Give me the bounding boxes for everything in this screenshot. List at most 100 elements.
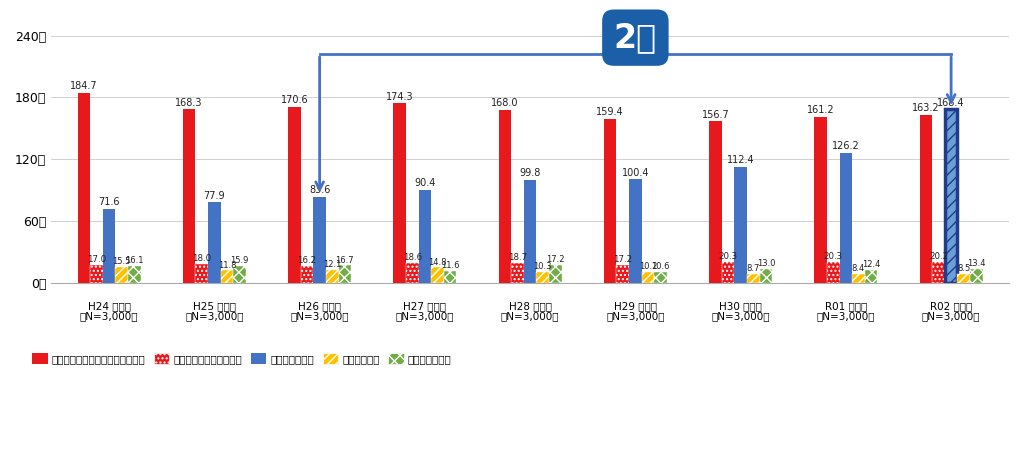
Bar [326, 270, 339, 282]
Bar [970, 269, 983, 282]
Bar [128, 266, 140, 282]
Text: 184.7: 184.7 [70, 81, 97, 91]
Text: 163.2: 163.2 [912, 103, 940, 113]
Bar [537, 272, 549, 282]
Bar [709, 122, 722, 282]
Text: 10.2: 10.2 [639, 263, 657, 272]
Bar [511, 263, 524, 282]
Bar [932, 262, 945, 282]
Text: 20.3: 20.3 [823, 252, 843, 261]
Bar [616, 265, 629, 282]
Text: 16.1: 16.1 [125, 256, 143, 265]
Bar [116, 267, 128, 282]
Text: 10.6: 10.6 [651, 262, 670, 271]
Text: 174.3: 174.3 [386, 92, 414, 102]
Text: 12.4: 12.4 [862, 260, 881, 269]
Bar [760, 269, 772, 282]
Bar [746, 274, 760, 282]
Bar [431, 267, 443, 282]
Bar [524, 180, 537, 282]
Text: 83.6: 83.6 [309, 185, 331, 195]
Text: 71.6: 71.6 [98, 197, 120, 207]
Bar [865, 270, 878, 282]
Text: 15.9: 15.9 [230, 256, 249, 265]
Text: 20.2: 20.2 [929, 252, 948, 261]
Text: 100.4: 100.4 [622, 168, 649, 178]
Bar [288, 107, 301, 282]
Text: 161.2: 161.2 [807, 105, 835, 115]
Text: 18.7: 18.7 [508, 254, 527, 263]
Text: 11.8: 11.8 [218, 261, 237, 270]
Legend: テレビ（リアルタイム）視聴時間, テレビ（録画）視聴時間, ネット利用時間, 新聞閲読時間, ラジオ聴取時間: テレビ（リアルタイム）視聴時間, テレビ（録画）視聴時間, ネット利用時間, 新… [28, 349, 456, 368]
Text: 8.5: 8.5 [957, 264, 971, 273]
Bar [233, 266, 246, 282]
Text: 168.4: 168.4 [937, 98, 965, 108]
Text: 170.6: 170.6 [281, 96, 308, 105]
Text: （N=3,000）: （N=3,000） [712, 311, 770, 322]
Bar [957, 274, 970, 282]
Text: 156.7: 156.7 [701, 110, 729, 120]
Text: 10.3: 10.3 [534, 262, 552, 271]
Text: （N=3,000）: （N=3,000） [816, 311, 876, 322]
Text: H26 全年代: H26 全年代 [298, 301, 341, 311]
Bar [734, 167, 746, 282]
Bar [90, 265, 102, 282]
Bar [920, 114, 932, 282]
Text: 20.3: 20.3 [719, 252, 737, 261]
Bar [722, 262, 734, 282]
Text: 8.7: 8.7 [746, 264, 760, 273]
Text: H28 全年代: H28 全年代 [509, 301, 552, 311]
Bar [642, 272, 654, 282]
Bar [549, 265, 562, 282]
Bar [301, 266, 313, 282]
Text: 17.0: 17.0 [87, 255, 106, 264]
Text: （N=3,000）: （N=3,000） [80, 311, 138, 322]
Text: 11.6: 11.6 [441, 261, 460, 270]
Text: H30 全年代: H30 全年代 [719, 301, 762, 311]
Text: 18.0: 18.0 [193, 254, 211, 263]
Text: （N=3,000）: （N=3,000） [606, 311, 665, 322]
Text: 168.3: 168.3 [175, 98, 203, 108]
Text: 8.4: 8.4 [852, 264, 865, 273]
Text: 77.9: 77.9 [204, 191, 225, 201]
Text: 15.5: 15.5 [113, 257, 131, 266]
Text: 168.0: 168.0 [492, 98, 518, 108]
Text: 13.0: 13.0 [757, 259, 775, 268]
Text: （N=3,000）: （N=3,000） [185, 311, 244, 322]
Text: （N=3,000）: （N=3,000） [395, 311, 454, 322]
Text: 112.4: 112.4 [727, 155, 755, 166]
Text: 16.7: 16.7 [336, 255, 354, 264]
Bar [406, 263, 419, 282]
Text: 17.2: 17.2 [613, 255, 632, 264]
Bar [840, 153, 852, 282]
Bar [629, 179, 642, 282]
Text: 18.6: 18.6 [402, 254, 422, 263]
Text: 12.1: 12.1 [323, 260, 341, 269]
Bar [419, 190, 431, 282]
Text: 90.4: 90.4 [414, 178, 435, 188]
Text: R01 全年代: R01 全年代 [824, 301, 867, 311]
Bar [313, 197, 326, 282]
Bar [654, 272, 667, 282]
Text: 16.2: 16.2 [297, 256, 316, 265]
Text: 14.8: 14.8 [428, 258, 446, 267]
Text: H29 全年代: H29 全年代 [613, 301, 656, 311]
Text: 17.2: 17.2 [546, 255, 564, 264]
Bar [499, 110, 511, 282]
Text: H27 全年代: H27 全年代 [403, 301, 446, 311]
Bar [183, 109, 196, 282]
Text: R02 全年代: R02 全年代 [930, 301, 972, 311]
Text: （N=3,000）: （N=3,000） [501, 311, 559, 322]
Bar [102, 209, 116, 282]
Text: 13.4: 13.4 [967, 259, 986, 268]
Text: （N=3,000）: （N=3,000） [922, 311, 980, 322]
Bar [604, 119, 616, 282]
Text: （N=3,000）: （N=3,000） [291, 311, 349, 322]
Text: H24 全年代: H24 全年代 [88, 301, 131, 311]
Text: 2倍: 2倍 [613, 21, 657, 54]
Text: H25 全年代: H25 全年代 [193, 301, 236, 311]
Bar [814, 117, 827, 282]
Text: 99.8: 99.8 [519, 168, 541, 178]
Text: 126.2: 126.2 [831, 141, 860, 151]
Text: 159.4: 159.4 [596, 107, 624, 117]
